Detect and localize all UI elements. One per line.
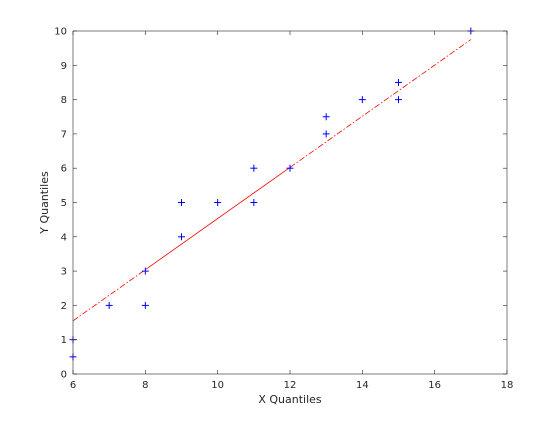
data-point [105,301,113,309]
y-tick-label: 4 [61,232,67,243]
y-tick-label: 10 [54,27,67,38]
x-axis-label: X Quantiles [258,393,322,406]
data-point [322,130,330,138]
y-tick-label: 0 [61,370,67,381]
x-tick-label: 10 [211,380,224,391]
data-point [358,96,366,104]
reference-line-upper [289,39,472,168]
y-tick-label: 8 [61,95,67,106]
x-tick-label: 6 [70,380,76,391]
plot-area [73,31,507,374]
y-tick-label: 5 [61,198,67,209]
data-point [214,199,222,206]
x-tick-label: 8 [142,380,148,391]
y-tick-label: 7 [61,129,67,140]
data-point [178,199,185,206]
x-tick-label: 14 [356,380,369,391]
data-point [141,301,149,309]
data-point [178,233,185,241]
x-tick-label: 16 [428,380,441,391]
data-point [250,199,258,206]
y-tick-label: 9 [61,61,67,72]
y-tick-label: 3 [61,267,67,278]
data-point [395,96,402,104]
x-tick-label: 18 [501,380,514,391]
data-point [322,113,330,121]
reference-line-lower [72,269,146,322]
reference-line-middle [145,167,291,271]
data-point [286,164,294,172]
y-tick-label: 1 [61,335,67,346]
data-point [395,78,402,86]
y-tick-label: 2 [61,301,67,312]
data-point [141,267,149,275]
y-axis-label: Y Quantiles [38,171,51,235]
data-point [250,164,258,172]
y-tick-label: 6 [61,164,67,175]
x-tick-label: 12 [284,380,297,391]
